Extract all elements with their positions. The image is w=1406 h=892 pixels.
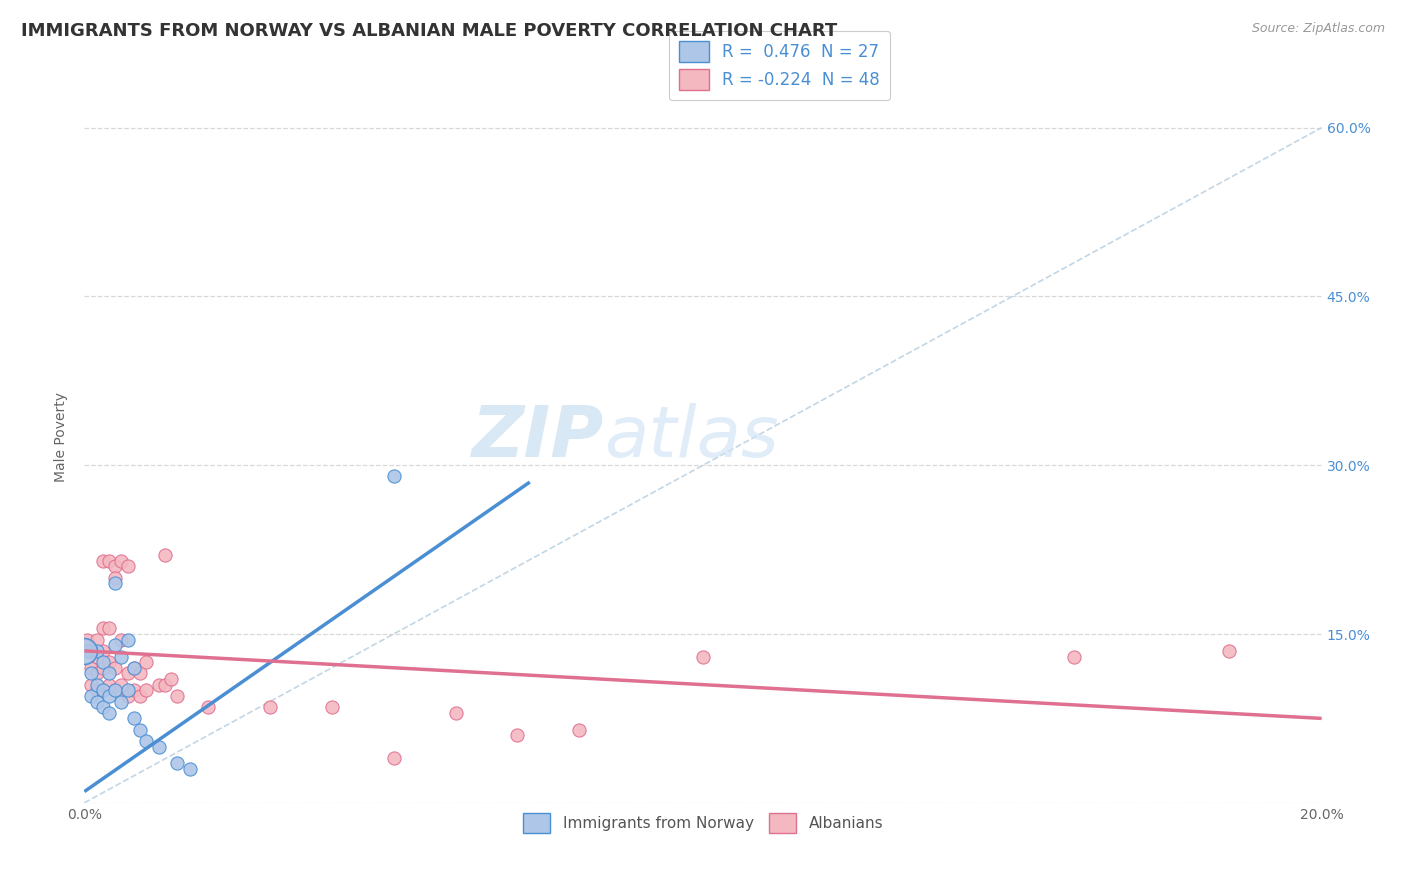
Point xyxy=(98,554,121,568)
Point xyxy=(86,649,108,664)
Point xyxy=(506,728,529,742)
Point xyxy=(117,559,139,574)
Point xyxy=(122,661,145,675)
Point xyxy=(104,638,127,652)
Point xyxy=(122,683,145,698)
Point xyxy=(86,632,108,647)
Point xyxy=(110,554,132,568)
Y-axis label: Male Poverty: Male Poverty xyxy=(55,392,69,482)
Point xyxy=(122,711,145,725)
Point xyxy=(110,678,132,692)
Point xyxy=(98,655,121,669)
Text: atlas: atlas xyxy=(605,402,779,472)
Point xyxy=(104,576,127,591)
Point xyxy=(259,700,281,714)
Text: ZIP: ZIP xyxy=(472,402,605,472)
Point xyxy=(153,548,176,562)
Point xyxy=(104,571,127,585)
Point xyxy=(104,661,127,675)
Point xyxy=(91,700,114,714)
Point xyxy=(104,683,127,698)
Point xyxy=(73,644,96,658)
Point xyxy=(197,700,219,714)
Point xyxy=(86,678,108,692)
Point xyxy=(86,694,108,708)
Point xyxy=(129,689,152,703)
Point xyxy=(76,632,98,647)
Point xyxy=(91,644,114,658)
Point xyxy=(321,700,343,714)
Point xyxy=(117,666,139,681)
Point xyxy=(153,678,176,692)
Point xyxy=(692,649,714,664)
Point xyxy=(444,706,467,720)
Point xyxy=(79,666,101,681)
Point xyxy=(117,683,139,698)
Point xyxy=(79,661,101,675)
Point xyxy=(122,661,145,675)
Point xyxy=(76,644,98,658)
Point xyxy=(166,756,188,771)
Point xyxy=(79,678,101,692)
Point xyxy=(117,689,139,703)
Point xyxy=(104,683,127,698)
Legend: Immigrants from Norway, Albanians: Immigrants from Norway, Albanians xyxy=(517,807,889,839)
Point xyxy=(166,689,188,703)
Text: Source: ZipAtlas.com: Source: ZipAtlas.com xyxy=(1251,22,1385,36)
Point xyxy=(98,666,121,681)
Point xyxy=(129,666,152,681)
Point xyxy=(110,649,132,664)
Point xyxy=(135,734,157,748)
Point xyxy=(1063,649,1085,664)
Point xyxy=(98,621,121,635)
Point xyxy=(568,723,591,737)
Point xyxy=(148,678,170,692)
Point xyxy=(91,554,114,568)
Point xyxy=(135,683,157,698)
Point xyxy=(86,644,108,658)
Point xyxy=(382,751,405,765)
Text: IMMIGRANTS FROM NORWAY VS ALBANIAN MALE POVERTY CORRELATION CHART: IMMIGRANTS FROM NORWAY VS ALBANIAN MALE … xyxy=(21,22,838,40)
Point xyxy=(148,739,170,754)
Point xyxy=(91,655,114,669)
Point xyxy=(104,559,127,574)
Point xyxy=(110,694,132,708)
Point xyxy=(129,723,152,737)
Point xyxy=(382,469,405,483)
Point xyxy=(160,672,183,686)
Point xyxy=(98,689,121,703)
Point xyxy=(110,632,132,647)
Point xyxy=(79,689,101,703)
Point xyxy=(98,678,121,692)
Point xyxy=(91,621,114,635)
Point xyxy=(179,762,201,776)
Point xyxy=(79,644,101,658)
Point xyxy=(98,706,121,720)
Point xyxy=(91,683,114,698)
Point xyxy=(91,661,114,675)
Point xyxy=(86,666,108,681)
Point xyxy=(117,632,139,647)
Point xyxy=(135,655,157,669)
Point xyxy=(1218,644,1240,658)
Point xyxy=(86,683,108,698)
Point xyxy=(91,683,114,698)
